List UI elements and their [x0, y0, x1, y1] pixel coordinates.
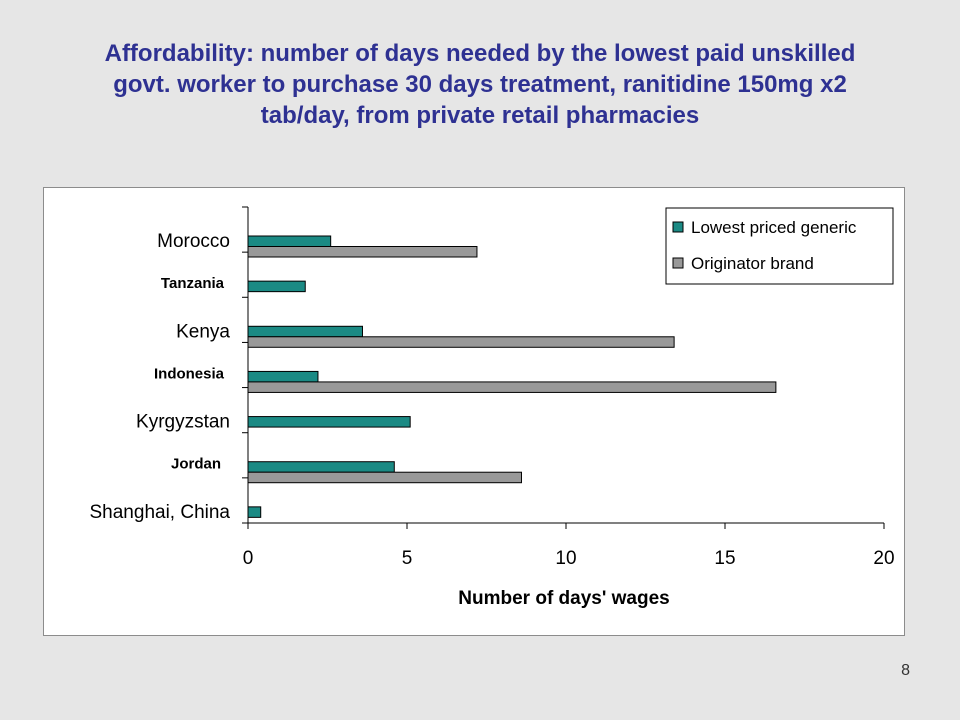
title-line-1: Affordability: number of days needed by … [104, 40, 856, 67]
x-tick-label: 0 [243, 548, 254, 569]
x-axis-title: Number of days' wages [458, 588, 669, 609]
bar-generic-kyrgyzstan [247, 416, 411, 428]
slide-title: Affordability: number of days needed by … [40, 38, 920, 131]
bar-generic-kenya [247, 325, 363, 338]
bar-generic-tanzania [247, 280, 306, 293]
bar-generic-jordan [247, 461, 395, 473]
category-label: Indonesia [154, 365, 225, 382]
category-label: Kenya [176, 321, 230, 342]
page-number: 8 [901, 662, 910, 679]
legend-label: Originator brand [691, 254, 814, 273]
x-tick-label: 10 [555, 548, 576, 569]
x-tick-label: 15 [714, 548, 735, 569]
legend-swatch [672, 257, 684, 269]
bar-generic-indonesia [247, 370, 319, 383]
bar-originator-indonesia [247, 381, 777, 393]
chart-area: Morocco Tanzania Kenya Indonesia Kyrgyzstan J… [43, 187, 905, 636]
bar-originator-kenya [247, 336, 675, 348]
x-tick-label: 20 [873, 548, 894, 569]
legend-label: Lowest priced generic [691, 218, 857, 237]
bar-generic-shanghai-china [247, 506, 262, 518]
legend [665, 207, 894, 285]
title-line-2: govt. worker to purchase 30 days treatme… [113, 71, 847, 98]
title-line-3: tab/day, from private retail pharmacies [260, 102, 700, 129]
bar-generic-morocco [247, 235, 332, 247]
category-label: Tanzania [161, 275, 225, 292]
category-label: Morocco [157, 231, 230, 252]
category-label: Jordan [171, 456, 221, 473]
legend-swatch [672, 221, 684, 233]
x-tick-label: 5 [402, 548, 413, 569]
category-label: Kyrgyzstan [136, 412, 230, 433]
bar-originator-morocco [247, 246, 478, 258]
bar-originator-jordan [247, 471, 522, 484]
category-label: Shanghai, China [90, 502, 231, 523]
bar-chart: Morocco Tanzania Kenya Indonesia Kyrgyzstan J… [90, 206, 895, 609]
